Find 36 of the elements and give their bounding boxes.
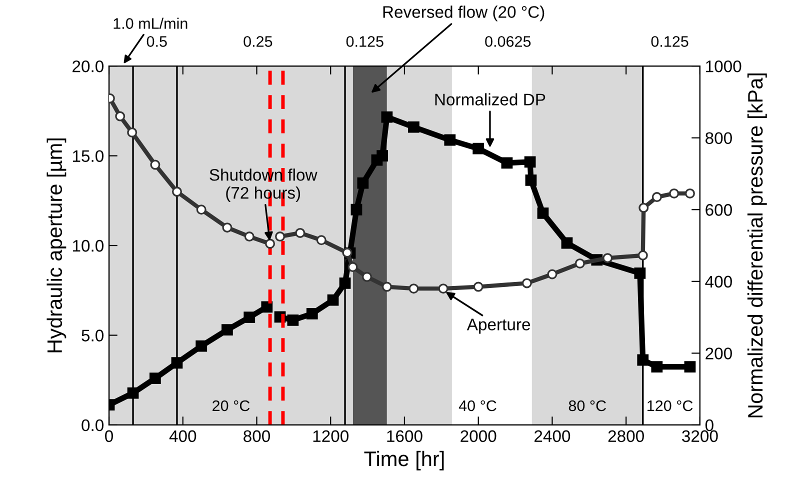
text: 0.125	[346, 36, 384, 47]
y2-tick-label: 200	[706, 348, 732, 360]
y2-tick-label: 600	[706, 204, 732, 216]
y2-axis-title: Normalized differential pressure [kPa]	[747, 73, 767, 418]
x-tick-label: 800	[244, 430, 270, 442]
x-tick-label: 2800	[608, 430, 644, 442]
annotation: 40 °C	[458, 400, 496, 412]
annotation: 120 °C	[648, 400, 693, 412]
x-tick-label: 2000	[460, 430, 496, 442]
text: 0.0625	[485, 36, 531, 47]
text: 0.5	[146, 36, 167, 47]
x-tick-label: 1200	[313, 430, 349, 442]
y2-tick-label: 1000	[706, 60, 742, 72]
annotation: Normalized DP	[435, 93, 546, 106]
x-axis-title: Time [hr]	[364, 450, 444, 470]
x-tick-label: 0	[105, 430, 114, 442]
text: 0.125	[651, 36, 688, 47]
y-axis-title: Hydraulic aperture [µm]	[46, 138, 66, 352]
text: Reversed flow (20 °C)	[383, 6, 544, 22]
text: 0.25	[244, 36, 272, 47]
y2-tick-label: 0	[705, 419, 714, 432]
x-tick-label: 1600	[387, 430, 422, 442]
x-tick-label: 400	[169, 430, 196, 442]
text: 1.0 mL/min	[114, 18, 188, 29]
y-tick-label: 15.0	[72, 150, 104, 162]
y-tick-label: 20.0	[72, 60, 104, 72]
annotation: Aperture	[466, 318, 530, 334]
y2-tick-label: 800	[706, 132, 732, 144]
band-label: 80 °C	[568, 400, 606, 412]
y-tick-label: 5.0	[82, 330, 104, 342]
x-tick-label: 3200	[682, 430, 718, 442]
y-tick-label: 10.0	[72, 240, 104, 252]
band-label: 20 °C	[212, 400, 250, 412]
y-tick-label: 0.0	[82, 419, 104, 432]
x-tick-label: 2400	[534, 430, 570, 442]
y2-tick-label: 400	[705, 276, 732, 288]
